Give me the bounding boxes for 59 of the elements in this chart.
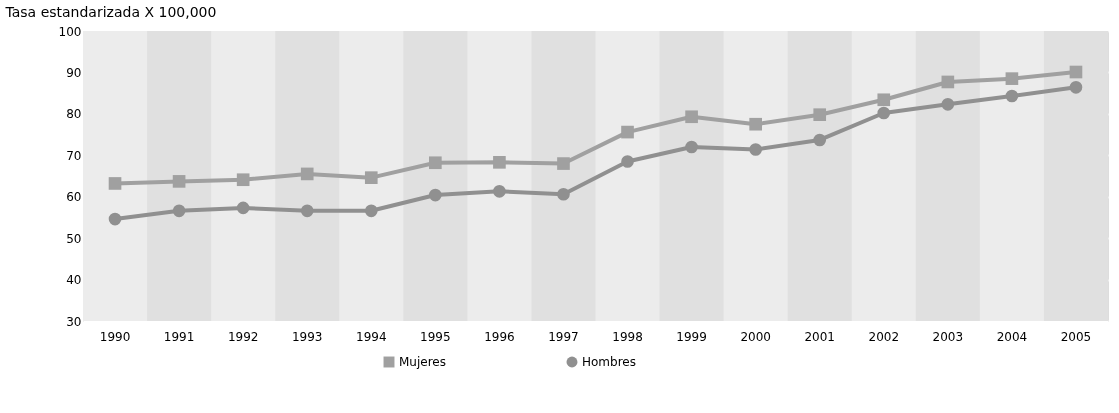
- point: [621, 155, 634, 168]
- x-tick-label: 1998: [612, 329, 643, 344]
- point: [749, 143, 762, 156]
- x-tick-label: 2003: [932, 329, 964, 344]
- point: [429, 188, 442, 202]
- x-tick-label: 1994: [356, 329, 387, 344]
- point: [364, 204, 378, 218]
- x-tick-label: 1991: [163, 329, 195, 344]
- point: [813, 133, 827, 147]
- x-tick-label: 2004: [996, 329, 1028, 344]
- x-tick-label: 1993: [291, 329, 323, 344]
- y-tick-label: 70: [66, 148, 82, 163]
- x-tick-label: 1990: [99, 329, 131, 344]
- x-tick-label: 1999: [676, 329, 707, 344]
- point: [300, 204, 314, 218]
- legend-label: Hombres: [582, 355, 636, 369]
- point: [236, 173, 250, 187]
- x-tick-label: 1995: [420, 329, 451, 344]
- y-tick-label: 60: [66, 190, 82, 205]
- point: [429, 156, 442, 170]
- point: [749, 117, 762, 131]
- point: [1069, 81, 1083, 94]
- y-tick-label: 80: [66, 107, 82, 122]
- y-tick-label: 100: [58, 24, 82, 39]
- x-tick-label: 2000: [740, 329, 771, 344]
- point: [172, 175, 186, 188]
- point: [1069, 65, 1083, 79]
- point: [236, 201, 250, 215]
- point: [364, 171, 378, 184]
- y-tick-label: 50: [66, 231, 82, 246]
- point: [1005, 72, 1019, 85]
- x-tick-label: 2002: [868, 329, 900, 344]
- x-tick-label: 1997: [548, 329, 579, 344]
- point: [877, 93, 891, 107]
- x-tick-label: 2001: [804, 329, 835, 344]
- legend-label: Mujeres: [399, 355, 446, 369]
- y-tick-label: 90: [66, 65, 82, 80]
- y-axis-title: Tasa estandarizada X 100,000: [4, 3, 217, 20]
- point: [685, 140, 698, 154]
- point: [300, 167, 314, 181]
- point: [813, 108, 827, 122]
- point: [877, 106, 891, 120]
- x-tick-label: 2005: [1060, 329, 1092, 344]
- point: [108, 212, 122, 226]
- point: [941, 75, 955, 89]
- point: [172, 204, 186, 218]
- point: [493, 156, 506, 169]
- x-tick-label: 1992: [227, 329, 259, 344]
- point: [941, 98, 955, 111]
- point: [685, 110, 698, 124]
- point: [108, 177, 122, 190]
- point: [557, 187, 570, 201]
- point: [557, 157, 570, 170]
- y-tick-label: 40: [66, 273, 82, 288]
- point: [493, 185, 506, 198]
- point: [621, 125, 634, 139]
- x-tick-label: 1996: [484, 329, 515, 344]
- y-tick-label: 30: [66, 314, 82, 329]
- point: [1005, 89, 1019, 103]
